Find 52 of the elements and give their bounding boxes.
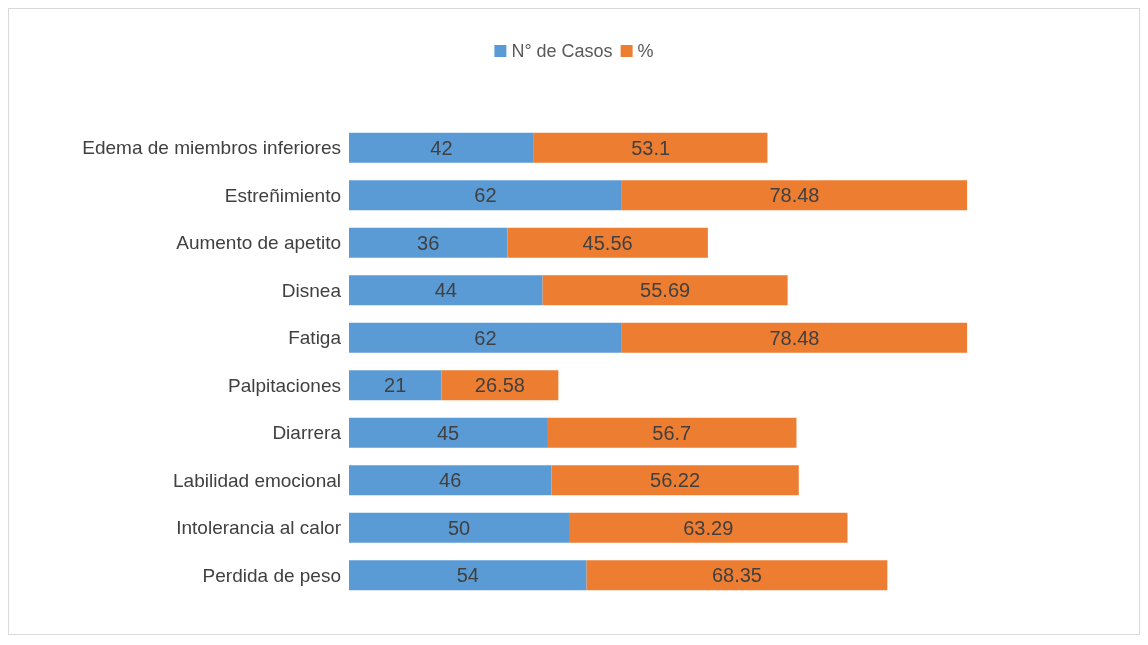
data-label: 50: [447, 516, 471, 539]
y-tick-label: Diarrera: [272, 422, 342, 444]
data-label: 45: [436, 421, 460, 444]
data-label: 78.48: [769, 326, 820, 349]
data-label: 42: [430, 136, 453, 159]
y-tick-label: Aumento de apetito: [176, 232, 341, 254]
y-tick-label: Perdida de peso: [202, 564, 341, 586]
data-label: 68.35: [711, 564, 762, 587]
bar: [542, 275, 788, 306]
y-tick-label: Labilidad emocional: [173, 469, 341, 491]
data-label: 62: [474, 326, 497, 349]
y-tick-label: Intolerancia al calor: [176, 517, 342, 539]
y-tick-label: Disnea: [281, 279, 342, 301]
bar: [621, 322, 968, 353]
data-label: 36: [417, 231, 440, 254]
legend-label: N° de Casos: [511, 41, 613, 61]
bar: [441, 370, 559, 401]
bar: [349, 227, 508, 258]
bar: [349, 180, 622, 211]
bar: [586, 560, 888, 591]
data-label: 55.69: [640, 279, 691, 302]
data-label: 46: [439, 469, 462, 492]
bar: [551, 465, 799, 496]
bar: [349, 370, 442, 401]
bar: [349, 322, 622, 353]
data-label: 56.22: [650, 469, 701, 492]
bar: [533, 132, 768, 163]
bar: [621, 180, 968, 211]
data-label: 26.58: [474, 374, 525, 397]
bar: [507, 227, 708, 258]
bar: [349, 512, 569, 543]
bar: [349, 417, 547, 448]
y-tick-label: Edema de miembros inferiores: [82, 137, 341, 159]
data-label: 45.56: [582, 231, 633, 254]
y-tick-label: Estreñimiento: [224, 184, 341, 206]
data-label: 44: [434, 279, 457, 302]
y-tick-label: Palpitaciones: [227, 374, 341, 396]
bar: [349, 132, 534, 163]
data-label: 54: [456, 564, 479, 587]
bar: [569, 512, 848, 543]
data-label: 78.48: [769, 184, 820, 207]
data-label: 56.7: [652, 421, 692, 444]
bar: [547, 417, 797, 448]
y-tick-label: Fatiga: [288, 327, 342, 349]
data-label: 53.1: [631, 136, 671, 159]
bar: [349, 560, 587, 591]
data-label: 63.29: [683, 516, 734, 539]
data-label: 21: [384, 374, 407, 397]
data-label: 62: [474, 184, 497, 207]
legend-label: %: [637, 41, 654, 61]
bar: [349, 275, 543, 306]
bar: [349, 465, 552, 496]
